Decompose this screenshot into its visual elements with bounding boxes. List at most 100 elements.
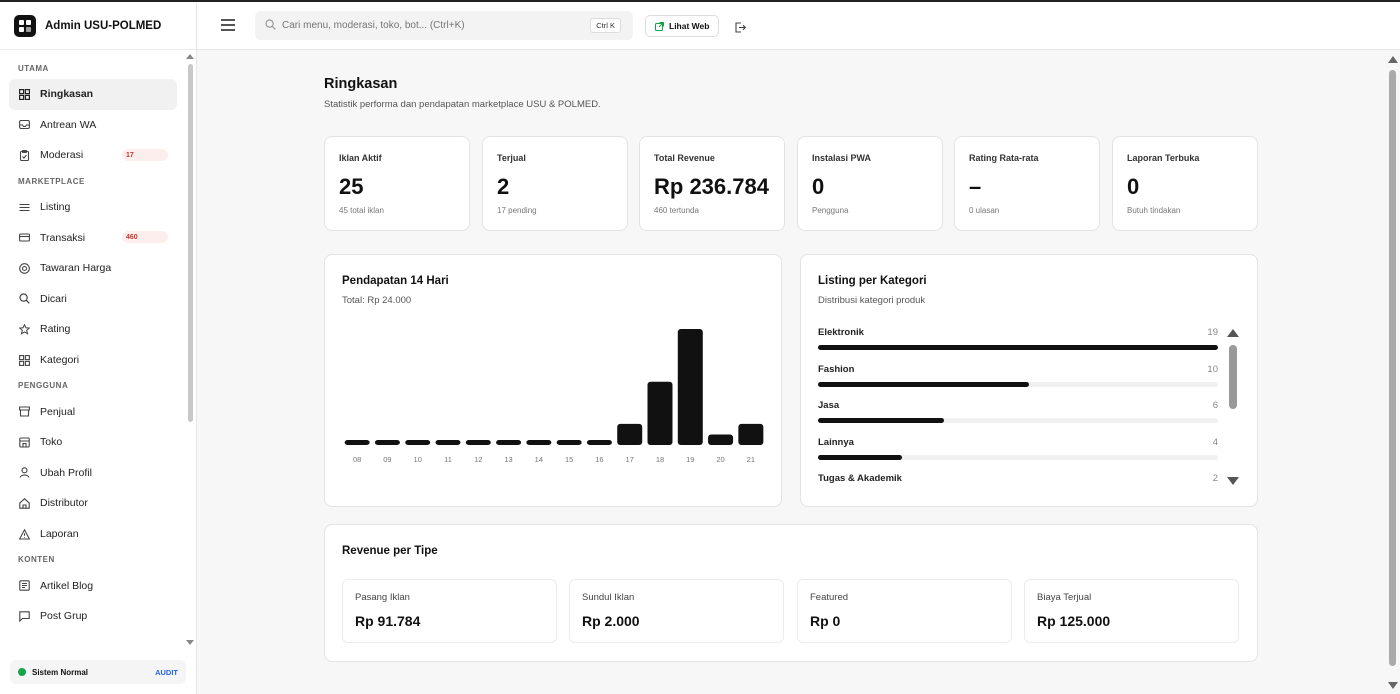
sidebar-item-label: Tawaran Harga	[40, 262, 112, 275]
sidebar-item-laporan[interactable]: Laporan	[9, 519, 177, 550]
sidebar-item-label: Toko	[40, 436, 63, 449]
dashboard-icon	[18, 88, 30, 100]
sidebar-item-tawaran-harga[interactable]: Tawaran Harga	[9, 253, 177, 284]
sidebar-item-toko[interactable]: Toko	[9, 427, 177, 458]
sidebar-item-label: Ringkasan	[40, 88, 94, 101]
clipboard-icon	[18, 149, 30, 161]
revenue-type-item: Pasang Iklan Rp 91.784	[342, 579, 557, 643]
stat-label: Laporan Terbuka	[1127, 153, 1200, 163]
sidebar-item-distributor[interactable]: Distributor	[9, 488, 177, 519]
hamburger-menu-icon[interactable]	[221, 19, 235, 31]
sidebar-item-penjual[interactable]: Penjual	[9, 396, 177, 427]
inbox-icon	[18, 119, 30, 131]
bar-19[interactable]	[677, 329, 703, 445]
sidebar-item-artikel-blog[interactable]: Artikel Blog	[9, 570, 177, 601]
store-icon	[18, 436, 30, 448]
card-icon	[18, 232, 30, 244]
x-tick-label: 19	[686, 455, 694, 464]
bar-17[interactable]	[617, 423, 643, 445]
main-scrollbar[interactable]	[1387, 52, 1398, 692]
view-web-button[interactable]: Lihat Web	[645, 15, 720, 37]
category-bar-track	[818, 381, 1218, 387]
sidebar-item-ringkasan[interactable]: Ringkasan	[9, 79, 177, 110]
scroll-up-icon[interactable]	[186, 54, 194, 59]
moderasi-count-badge: 17	[122, 149, 168, 162]
category-count: 10	[1207, 363, 1218, 375]
category-card: Listing per Kategori Distribusi kategori…	[800, 254, 1258, 507]
home-icon	[18, 497, 30, 509]
bar-15[interactable]	[556, 440, 582, 445]
category-bar-track	[818, 345, 1218, 350]
bar-13[interactable]	[496, 440, 522, 445]
brand[interactable]: Admin USU-POLMED	[0, 2, 196, 50]
category-list: Elektronik 19 Fashion 10 Jasa 6 Lainnya 4 Tugas …	[818, 325, 1218, 485]
scroll-down-icon[interactable]	[186, 640, 194, 645]
status-dot-icon	[18, 668, 26, 676]
stat-subtext: 0 ulasan	[969, 206, 1000, 215]
bar-14[interactable]	[526, 440, 552, 445]
category-name: Elektronik	[818, 327, 864, 338]
sidebar-item-listing[interactable]: Listing	[9, 192, 177, 223]
brand-title: Admin USU-POLMED	[45, 19, 162, 32]
external-link-icon	[655, 21, 664, 31]
bar-12[interactable]	[465, 440, 491, 445]
sidebar-item-moderasi[interactable]: Moderasi 17	[9, 140, 177, 171]
revenue-type-value: Rp 125.000	[1037, 613, 1111, 629]
bar-21[interactable]	[738, 423, 764, 445]
bar-09[interactable]	[374, 440, 400, 445]
sidebar-item-dicari[interactable]: Dicari	[9, 284, 177, 315]
grid-icon	[18, 354, 30, 366]
sidebar-item-ubah-profil[interactable]: Ubah Profil	[9, 458, 177, 489]
search-shortcut-badge: Ctrl K	[590, 18, 621, 33]
sidebar-item-kategori[interactable]: Kategori	[9, 345, 177, 376]
scroll-down-icon[interactable]	[1227, 477, 1239, 485]
system-status: Sistem Normal AUDIT	[10, 660, 186, 684]
search-bar[interactable]: Ctrl K	[255, 11, 633, 40]
scroll-up-icon[interactable]	[1227, 329, 1239, 337]
page-subtitle: Statistik performa dan pendapatan market…	[324, 99, 601, 110]
stat-label: Iklan Aktif	[339, 153, 382, 163]
revenue-type-label: Pasang Iklan	[355, 592, 410, 603]
main-scroll-thumb[interactable]	[1389, 70, 1396, 666]
category-count: 19	[1207, 327, 1218, 338]
sidebar-scroll-thumb[interactable]	[188, 64, 193, 422]
sidebar-scrollbar[interactable]	[186, 54, 194, 650]
sidebar-item-transaksi[interactable]: Transaksi 460	[9, 222, 177, 253]
scroll-up-icon[interactable]	[1388, 56, 1398, 63]
search-input[interactable]	[282, 20, 582, 31]
category-row: Lainnya 4	[818, 435, 1218, 472]
list-icon	[18, 201, 30, 213]
chart-subtitle: Total: Rp 24.000	[342, 295, 412, 306]
chart-title: Pendapatan 14 Hari	[342, 275, 449, 287]
audit-link[interactable]: AUDIT	[155, 667, 178, 677]
bar-16[interactable]	[586, 440, 612, 445]
category-scrollbar[interactable]	[1227, 329, 1239, 485]
bar-08[interactable]	[344, 440, 370, 445]
sidebar-item-label: Distributor	[40, 497, 88, 510]
section-label-pengguna: PENGGUNA	[18, 381, 69, 391]
sidebar-item-post-grup[interactable]: Post Grup	[9, 601, 177, 632]
category-subtitle: Distribusi kategori produk	[818, 295, 926, 306]
sidebar-item-rating[interactable]: Rating	[9, 314, 177, 345]
logout-icon[interactable]	[735, 20, 747, 38]
bar-20[interactable]	[708, 434, 734, 445]
x-tick-label: 16	[595, 455, 603, 464]
status-label: Sistem Normal	[32, 667, 89, 677]
x-tick-label: 15	[565, 455, 573, 464]
stat-card-iklan-aktif: Iklan Aktif 25 45 total iklan	[324, 136, 470, 231]
scroll-down-icon[interactable]	[1388, 682, 1398, 689]
stat-value: 0	[1127, 174, 1140, 199]
dashboard-logo-icon	[14, 14, 36, 37]
stat-subtext: Butuh tindakan	[1127, 206, 1181, 215]
bar-10[interactable]	[405, 440, 431, 445]
category-scroll-thumb[interactable]	[1229, 345, 1237, 409]
article-icon	[18, 580, 30, 592]
bar-11[interactable]	[435, 440, 461, 445]
category-count: 2	[1212, 473, 1218, 485]
stat-card-total-revenue: Total Revenue Rp 236.784 460 tertunda	[639, 136, 785, 231]
bar-18[interactable]	[647, 381, 673, 445]
topbar: Ctrl K Lihat Web	[197, 2, 1400, 50]
sidebar-item-label: Rating	[40, 323, 71, 336]
sidebar-item-antrean-wa[interactable]: Antrean WA	[9, 110, 177, 141]
stat-subtext: 460 tertunda	[654, 206, 699, 215]
